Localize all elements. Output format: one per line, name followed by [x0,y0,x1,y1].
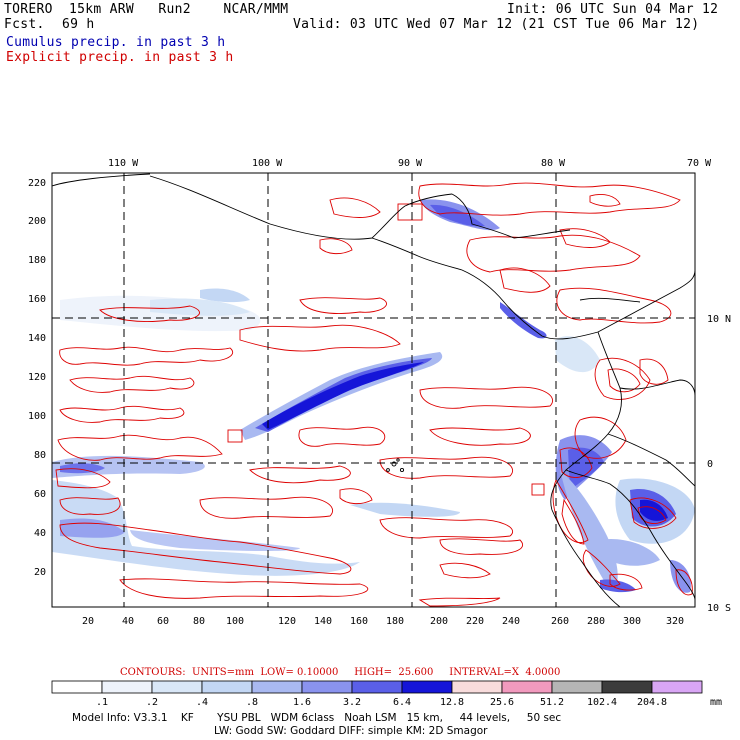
cumulus-legend: Cumulus precip. in past 3 h [6,35,226,50]
x-tick-label: 160 [350,616,368,627]
x-tick-label: 100 [226,616,244,627]
latlon-grid [52,173,695,607]
x-tick-label: 320 [666,616,684,627]
scale-label: 6.4 [393,697,411,708]
color-scale-labels: .1 .2 .4 .8 1.6 3.2 6.4 12.8 25.6 51.2 1… [96,697,722,708]
x-grid-tick-labels: 20 40 60 80 100 120 140 160 180 200 220 … [82,616,684,627]
model-info-line1: Model Info: V3.3.1 KF YSU PBL WDM 6class… [72,712,562,724]
color-scale-swatch [51,680,103,694]
x-tick-label: 280 [587,616,605,627]
scale-label: 3.2 [343,697,361,708]
scale-label: 51.2 [540,697,564,708]
scale-label: .8 [246,697,258,708]
y-tick-label: 100 [28,411,46,422]
lon-label: 100 W [252,158,283,169]
scale-unit: mm [710,697,722,708]
x-tick-label: 120 [278,616,296,627]
y-tick-label: 40 [34,528,46,539]
init-time: Init: 06 UTC Sun 04 Mar 12 [507,2,719,17]
scale-label: 12.8 [440,697,464,708]
y-grid-tick-labels: 220 200 180 160 140 120 100 80 60 40 20 [28,178,46,578]
y-tick-label: 180 [28,255,46,266]
x-tick-label: 180 [386,616,404,627]
scale-label: 1.6 [293,697,311,708]
y-tick-label: 20 [34,567,46,578]
model-info-line2: LW: Godd SW: Goddard DIFF: simple KM: 2D… [214,725,488,737]
y-tick-label: 60 [34,489,46,500]
x-tick-label: 80 [193,616,205,627]
y-tick-label: 220 [28,178,46,189]
plot-frame [51,172,696,608]
lat-label: 10 N [707,314,731,325]
coastlines [52,173,695,607]
lat-label: 0 [707,459,713,470]
precip-color-scale [51,680,703,694]
x-tick-label: 300 [623,616,641,627]
color-scale-swatch [201,680,253,694]
color-scale-swatch [601,680,653,694]
color-scale-swatch [151,680,203,694]
scale-label: .1 [96,697,108,708]
color-scale-swatch [451,680,503,694]
lat-label: 10 S [707,603,731,614]
x-tick-label: 60 [157,616,169,627]
y-tick-label: 80 [34,450,46,461]
y-tick-label: 140 [28,333,46,344]
color-scale-swatch [101,680,153,694]
x-tick-label: 260 [551,616,569,627]
scale-label: .4 [196,697,208,708]
contour-caption: CONTOURS: UNITS=mm LOW= 0.10000 HIGH= 25… [120,667,561,678]
x-tick-label: 200 [430,616,448,627]
color-scale-swatch [301,680,353,694]
lon-label: 80 W [541,158,566,169]
scale-label: .2 [146,697,158,708]
scale-label: 102.4 [587,697,617,708]
lon-label: 90 W [398,158,423,169]
x-tick-label: 140 [314,616,332,627]
x-tick-label: 40 [122,616,134,627]
forecast-label: Fcst. [4,17,45,32]
lon-label: 70 W [687,158,712,169]
x-tick-label: 240 [502,616,520,627]
model-title: TORERO 15km ARW Run2 NCAR/MMM [4,2,289,17]
valid-time: Valid: 03 UTC Wed 07 Mar 12 (21 CST Tue … [293,17,700,32]
x-tick-label: 20 [82,616,94,627]
forecast-hour: 69 h [62,17,95,32]
longitude-labels: 110 W 100 W 90 W 80 W 70 W [108,158,712,169]
scale-label: 25.6 [490,697,514,708]
x-tick-label: 220 [466,616,484,627]
y-tick-label: 160 [28,294,46,305]
cumulus-precip-shading [52,199,695,593]
color-scale-swatch [351,680,403,694]
lon-label: 110 W [108,158,139,169]
color-scale-swatch [251,680,303,694]
color-scale-swatch [401,680,453,694]
color-scale-swatch [651,680,703,694]
color-scale-swatch [501,680,553,694]
explicit-legend: Explicit precip. in past 3 h [6,50,234,65]
latitude-labels: 10 N 0 10 S [707,314,731,614]
scale-label: 204.8 [637,697,667,708]
y-tick-label: 200 [28,216,46,227]
color-scale-swatch [551,680,603,694]
y-tick-label: 120 [28,372,46,383]
